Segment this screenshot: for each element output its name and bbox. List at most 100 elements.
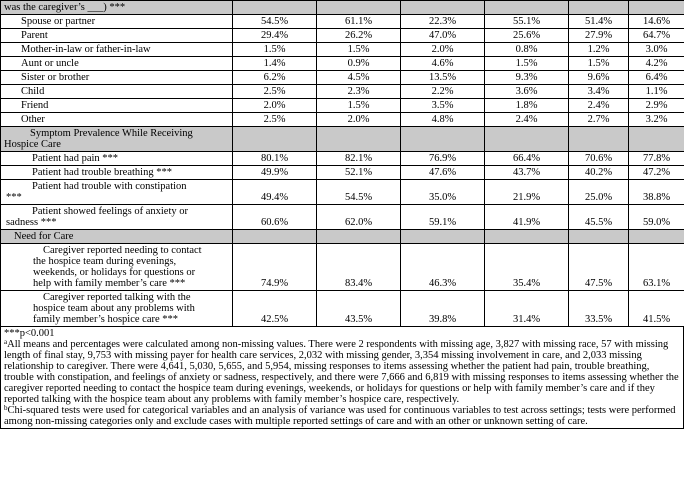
row-label: Other bbox=[0, 112, 233, 127]
data-row: Friend 2.0% 1.5% 3.5% 1.8% 2.4% 2.9% bbox=[0, 98, 684, 113]
cell-value: 27.9% bbox=[568, 28, 629, 43]
cell-value: 47.6% bbox=[400, 165, 485, 180]
cell-value: 41.9% bbox=[484, 204, 569, 230]
footnote: bChi-squared tests were used for categor… bbox=[4, 405, 680, 428]
section-cell bbox=[316, 0, 401, 15]
cell-value: 55.1% bbox=[484, 14, 569, 29]
data-row: Mother-in-law or father-in-law 1.5% 1.5% 2.… bbox=[0, 42, 684, 57]
row-label: Mother-in-law or father-in-law bbox=[0, 42, 233, 57]
section-cell bbox=[484, 229, 569, 244]
cell-value: 59.1% bbox=[400, 204, 485, 230]
cell-value: 2.2% bbox=[400, 84, 485, 99]
section-row: was the caregiver’s ___) *** bbox=[0, 0, 684, 15]
section-cell bbox=[232, 126, 317, 152]
row-label: Caregiver reported needing to contact th… bbox=[0, 243, 233, 291]
cell-value: 4.8% bbox=[400, 112, 485, 127]
cell-value: 1.2% bbox=[568, 42, 629, 57]
cell-value: 9.6% bbox=[568, 70, 629, 85]
cell-value: 62.0% bbox=[316, 204, 401, 230]
row-label: Patient showed feelings of anxiety or sa… bbox=[0, 204, 233, 230]
cell-value: 1.5% bbox=[316, 42, 401, 57]
cell-value: 66.4% bbox=[484, 151, 569, 166]
cell-value: 2.0% bbox=[316, 112, 401, 127]
cell-value: 1.8% bbox=[484, 98, 569, 113]
cell-value: 3.6% bbox=[484, 84, 569, 99]
cell-value: 3.0% bbox=[628, 42, 684, 57]
cell-value: 29.4% bbox=[232, 28, 317, 43]
cell-value: 61.1% bbox=[316, 14, 401, 29]
cell-value: 52.1% bbox=[316, 165, 401, 180]
cell-value: 6.4% bbox=[628, 70, 684, 85]
cell-value: 2.4% bbox=[568, 98, 629, 113]
cell-value: 2.0% bbox=[232, 98, 317, 113]
cell-value: 80.1% bbox=[232, 151, 317, 166]
cell-value: 3.5% bbox=[400, 98, 485, 113]
row-label: Child bbox=[0, 84, 233, 99]
row-label: Patient had trouble breathing *** bbox=[0, 165, 233, 180]
section-cell bbox=[484, 126, 569, 152]
cell-value: 0.9% bbox=[316, 56, 401, 71]
cell-value: 2.5% bbox=[232, 84, 317, 99]
row-label: Aunt or uncle bbox=[0, 56, 233, 71]
data-table: was the caregiver’s ___) *** Spouse or pa… bbox=[0, 0, 684, 327]
cell-value: 1.5% bbox=[568, 56, 629, 71]
cell-value: 3.4% bbox=[568, 84, 629, 99]
cell-value: 25.0% bbox=[568, 179, 629, 205]
section-cell bbox=[568, 126, 629, 152]
cell-value: 1.4% bbox=[232, 56, 317, 71]
cell-value: 38.8% bbox=[628, 179, 684, 205]
row-label: Parent bbox=[0, 28, 233, 43]
section-cell bbox=[628, 0, 684, 15]
section-cell bbox=[628, 126, 684, 152]
cell-value: 47.0% bbox=[400, 28, 485, 43]
cell-value: 14.6% bbox=[628, 14, 684, 29]
cell-value: 43.5% bbox=[316, 290, 401, 327]
cell-value: 0.8% bbox=[484, 42, 569, 57]
footnote-marker: a bbox=[4, 338, 8, 346]
cell-value: 35.4% bbox=[484, 243, 569, 291]
row-label: Patient had trouble with constipation **… bbox=[0, 179, 233, 205]
data-row: Aunt or uncle 1.4% 0.9% 4.6% 1.5% 1.5% 4.2% bbox=[0, 56, 684, 71]
cell-value: 4.6% bbox=[400, 56, 485, 71]
cell-value: 33.5% bbox=[568, 290, 629, 327]
section-label: Need for Care bbox=[0, 229, 233, 244]
cell-value: 21.9% bbox=[484, 179, 569, 205]
cell-value: 40.2% bbox=[568, 165, 629, 180]
cell-value: 59.0% bbox=[628, 204, 684, 230]
data-row: Other 2.5% 2.0% 4.8% 2.4% 2.7% 3.2% bbox=[0, 112, 684, 127]
cell-value: 9.3% bbox=[484, 70, 569, 85]
cell-value: 2.0% bbox=[400, 42, 485, 57]
cell-value: 26.2% bbox=[316, 28, 401, 43]
cell-value: 42.5% bbox=[232, 290, 317, 327]
data-row: Patient had pain *** 80.1% 82.1% 76.9% 66.4%… bbox=[0, 151, 684, 166]
section-label: Symptom Prevalence While Receiving Hospi… bbox=[0, 126, 233, 152]
section-row: Need for Care bbox=[0, 229, 684, 244]
data-row: Caregiver reported needing to contact th… bbox=[0, 243, 684, 291]
row-label: Caregiver reported talking with the hosp… bbox=[0, 290, 233, 327]
section-cell bbox=[568, 0, 629, 15]
footnotes: ***p<0.001 aAll means and percentages wer… bbox=[0, 327, 684, 429]
row-label: Sister or brother bbox=[0, 70, 233, 85]
data-row: Patient had trouble breathing *** 49.9% 52… bbox=[0, 165, 684, 180]
footnote-text: All means and percentages were calculate… bbox=[4, 339, 679, 405]
cell-value: 54.5% bbox=[316, 179, 401, 205]
section-cell bbox=[316, 126, 401, 152]
section-cell bbox=[232, 0, 317, 15]
cell-value: 41.5% bbox=[628, 290, 684, 327]
footnote-text: Chi-squared tests were used for categori… bbox=[4, 405, 676, 427]
cell-value: 82.1% bbox=[316, 151, 401, 166]
section-cell bbox=[628, 229, 684, 244]
cell-value: 70.6% bbox=[568, 151, 629, 166]
footnote: ***p<0.001 bbox=[4, 328, 680, 339]
section-cell bbox=[232, 229, 317, 244]
cell-value: 49.4% bbox=[232, 179, 317, 205]
cell-value: 1.5% bbox=[484, 56, 569, 71]
cell-value: 2.3% bbox=[316, 84, 401, 99]
cell-value: 22.3% bbox=[400, 14, 485, 29]
cell-value: 6.2% bbox=[232, 70, 317, 85]
section-cell bbox=[316, 229, 401, 244]
section-cell bbox=[568, 229, 629, 244]
cell-value: 47.5% bbox=[568, 243, 629, 291]
cell-value: 77.8% bbox=[628, 151, 684, 166]
